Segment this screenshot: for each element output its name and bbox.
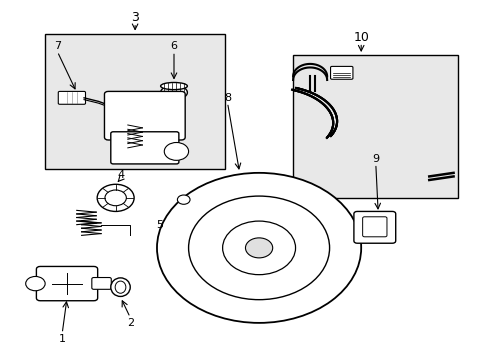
Text: 8: 8 [224,93,230,103]
Text: 1: 1 [59,334,65,344]
FancyBboxPatch shape [330,66,352,79]
Text: 10: 10 [352,31,368,44]
Ellipse shape [111,278,130,296]
Circle shape [222,221,295,275]
FancyBboxPatch shape [353,211,395,243]
FancyBboxPatch shape [36,266,98,301]
Circle shape [188,196,329,300]
FancyBboxPatch shape [92,278,111,289]
Text: 2: 2 [126,318,134,328]
Text: 9: 9 [371,154,379,163]
Text: 6: 6 [170,41,177,51]
FancyBboxPatch shape [58,91,85,104]
FancyBboxPatch shape [111,132,179,164]
Ellipse shape [115,281,125,293]
Bar [292,55,458,198]
Text: 5: 5 [156,220,163,230]
Text: 7: 7 [54,41,61,51]
Text: 4: 4 [117,170,124,180]
Text: 3: 3 [131,11,139,24]
Circle shape [245,238,272,258]
FancyBboxPatch shape [104,91,185,140]
Circle shape [177,195,190,204]
Circle shape [26,276,45,291]
Circle shape [164,143,188,160]
FancyBboxPatch shape [362,217,386,237]
Circle shape [157,173,361,323]
Ellipse shape [160,85,187,100]
Ellipse shape [160,82,187,90]
Bar [45,33,224,169]
Circle shape [105,190,126,206]
Circle shape [97,184,134,211]
